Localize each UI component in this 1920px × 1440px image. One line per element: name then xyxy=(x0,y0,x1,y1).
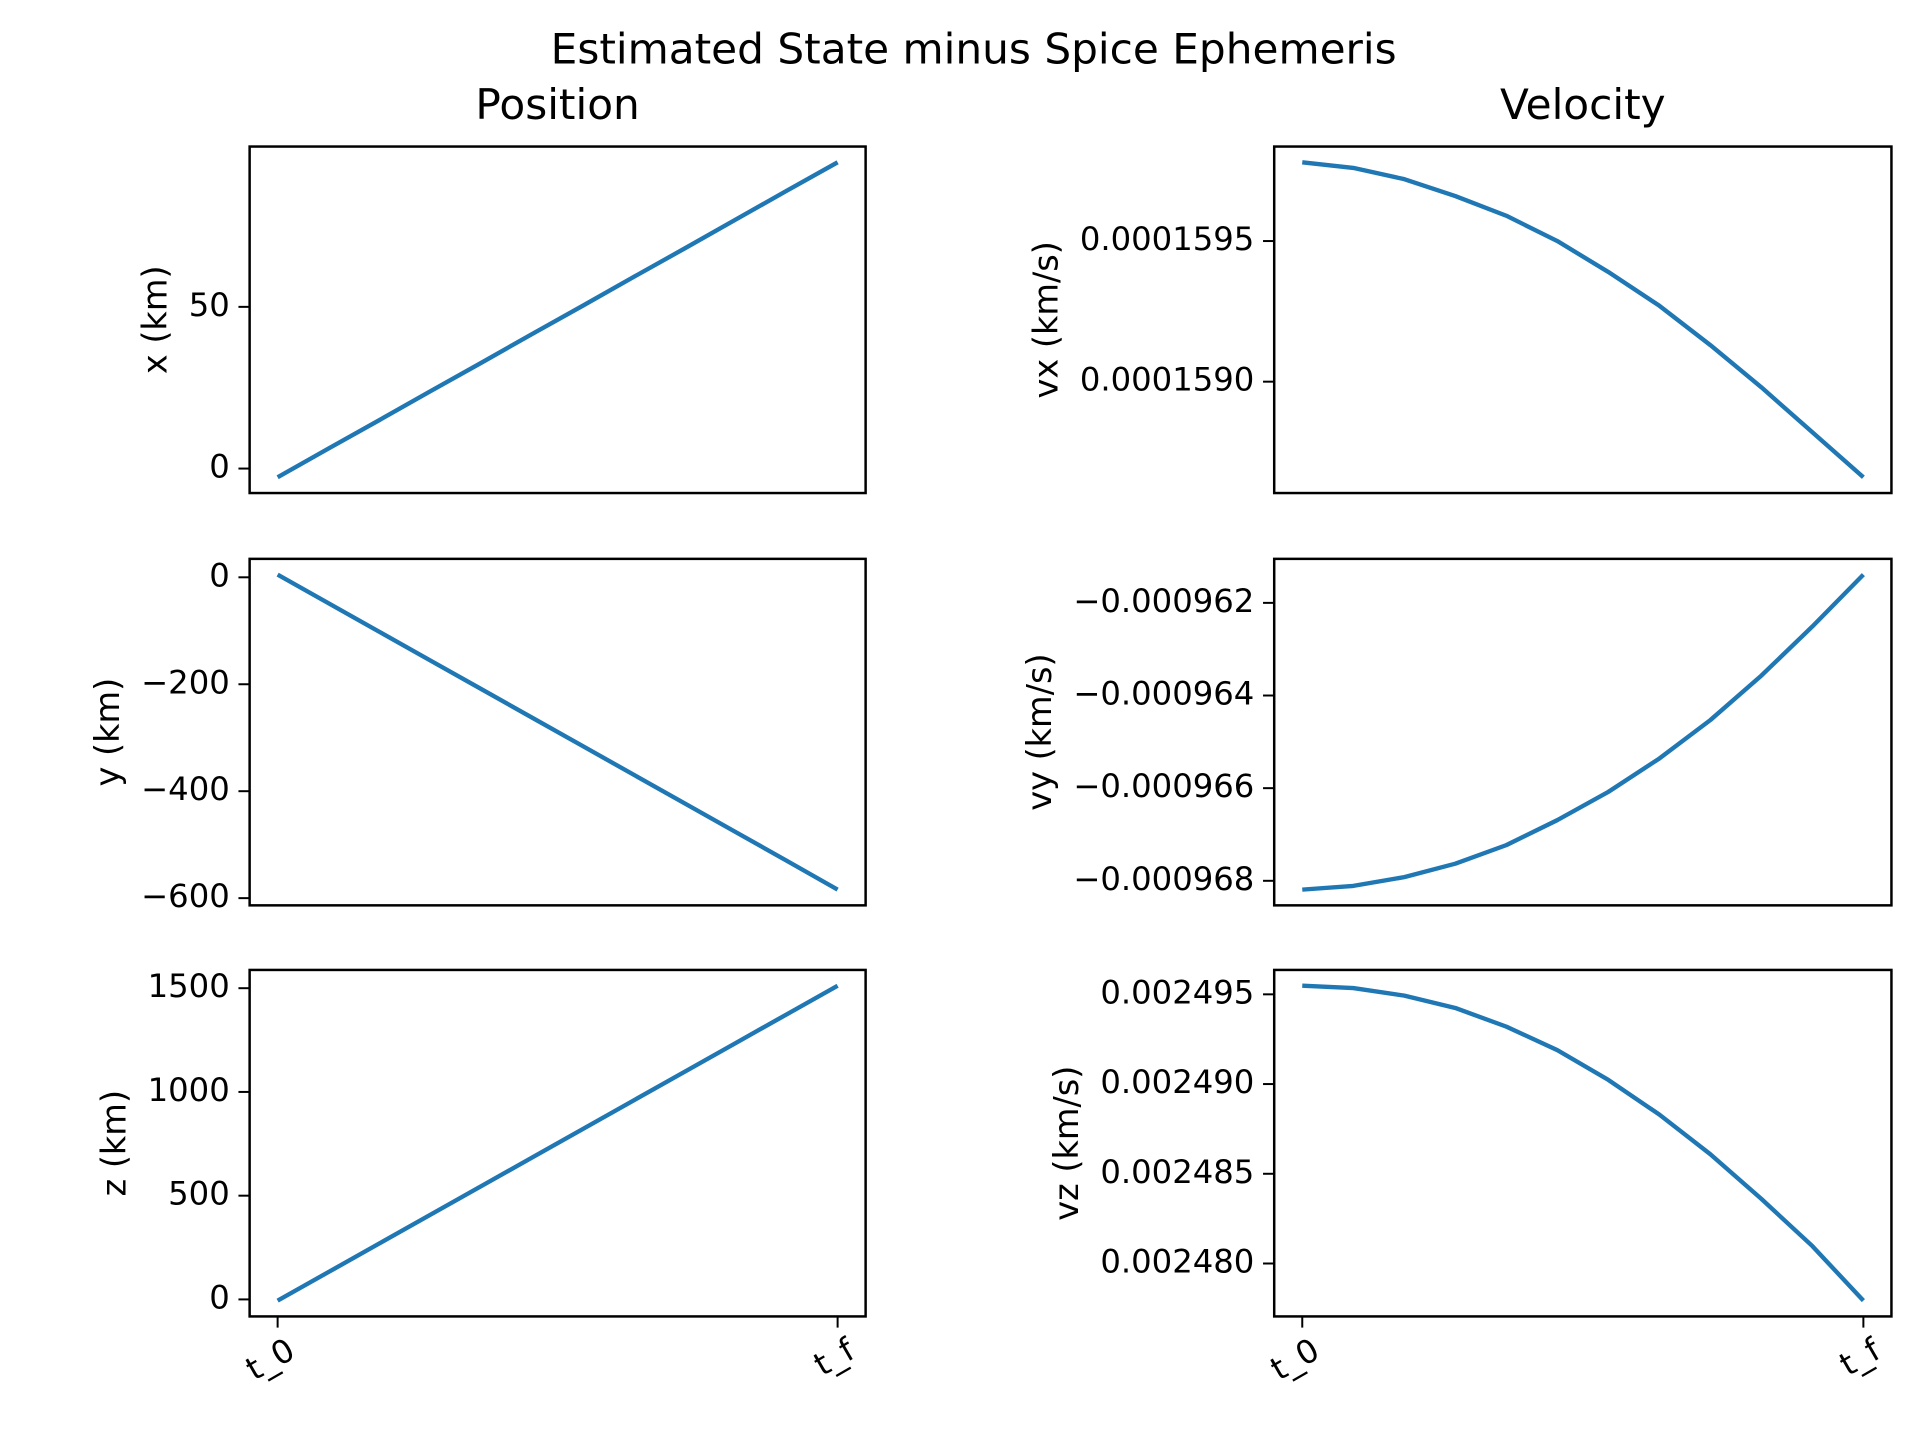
y-tick-label: 0 xyxy=(209,448,230,486)
data-line xyxy=(276,160,839,480)
axes-frame xyxy=(1272,968,1893,1318)
y-tick-label: −0.000964 xyxy=(1073,675,1254,713)
data-line xyxy=(1302,573,1865,892)
data-line xyxy=(276,572,839,892)
axes-frame xyxy=(1272,557,1893,907)
y-tick-label: 500 xyxy=(168,1175,230,1213)
y-tick-label: 0.0001590 xyxy=(1080,361,1254,399)
axes-frame xyxy=(248,145,867,495)
y-tick-label: −0.000968 xyxy=(1073,860,1254,898)
data-line xyxy=(1302,160,1865,479)
y-tick-label: 0.002495 xyxy=(1100,973,1254,1011)
subplot-title: Velocity xyxy=(1500,80,1666,129)
y-axis-label: y (km) xyxy=(88,678,127,787)
axes-frame xyxy=(1272,145,1893,495)
data-line xyxy=(276,983,839,1303)
y-tick-label: 0 xyxy=(209,556,230,594)
y-tick-label: −200 xyxy=(141,663,230,701)
y-tick-label: 0.002490 xyxy=(1100,1063,1254,1101)
y-tick-label: −0.000962 xyxy=(1073,582,1254,620)
y-axis-label: vz (km/s) xyxy=(1047,1066,1086,1221)
y-tick-label: 50 xyxy=(189,286,230,324)
y-tick-label: 0 xyxy=(209,1278,230,1316)
y-tick-label: 0.002485 xyxy=(1100,1153,1254,1191)
y-tick-label: 1000 xyxy=(148,1071,230,1109)
axes-frame xyxy=(248,968,867,1318)
y-tick-label: 0.002480 xyxy=(1100,1242,1254,1280)
y-tick-label: −0.000966 xyxy=(1073,767,1254,805)
y-tick-label: −400 xyxy=(141,770,230,808)
y-tick-label: −600 xyxy=(141,877,230,915)
y-axis-label: vx (km/s) xyxy=(1026,241,1065,398)
data-line xyxy=(1302,983,1865,1303)
y-axis-label: z (km) xyxy=(94,1090,133,1196)
y-axis-label: x (km) xyxy=(135,265,174,374)
axes-frame xyxy=(248,557,867,907)
figure-title: Estimated State minus Spice Ephemeris xyxy=(551,25,1397,74)
y-axis-label: vy (km/s) xyxy=(1020,653,1059,810)
y-tick-label: 0.0001595 xyxy=(1080,220,1254,258)
subplot-title: Position xyxy=(475,80,639,129)
y-tick-label: 1500 xyxy=(148,967,230,1005)
